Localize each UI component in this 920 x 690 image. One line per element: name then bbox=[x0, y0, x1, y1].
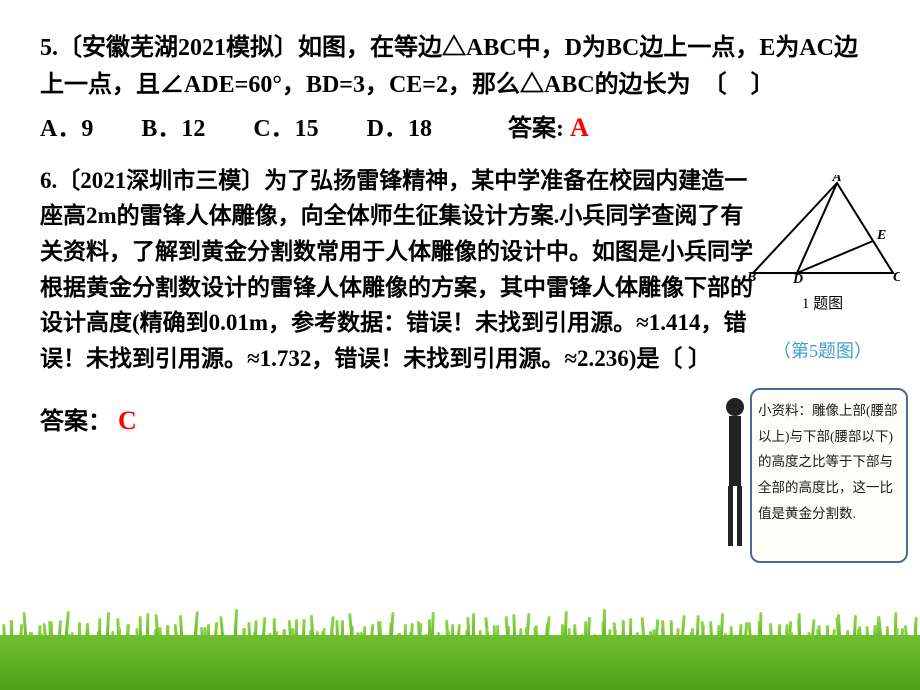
figure-5-caption-1: 1 题图 bbox=[745, 292, 900, 313]
question-5-options: A．9 B．12 C．15 D．18 答案: A bbox=[40, 108, 880, 148]
svg-text:B: B bbox=[746, 270, 756, 285]
q5-answer: A bbox=[570, 113, 589, 142]
figure-5: A B C D E 1 题图 （第5题图） bbox=[745, 175, 900, 363]
figure-5-caption-2: （第5题图） bbox=[745, 337, 900, 363]
svg-text:C: C bbox=[893, 270, 900, 285]
info-box-text: 小资料：雕像上部(腰部以上)与下部(腰部以下)的高度之比等于下部与全部的高度比，… bbox=[750, 388, 908, 563]
triangle-diagram: A B C D E bbox=[745, 175, 900, 285]
grass-decoration bbox=[0, 605, 920, 690]
svg-text:E: E bbox=[876, 228, 886, 243]
svg-text:A: A bbox=[831, 175, 841, 185]
man-silhouette-icon bbox=[720, 398, 750, 558]
question-6-text: 6.〔2021深圳市三模〕为了弘扬雷锋精神，某中学准备在校园内建造一座高2m的雷… bbox=[40, 163, 760, 377]
figure-6: 小资料：雕像上部(腰部以上)与下部(腰部以下)的高度之比等于下部与全部的高度比，… bbox=[738, 388, 908, 563]
question-5-text: 5.〔安徽芜湖2021模拟〕如图，在等边△ABC中，D为BC边上一点，E为AC边… bbox=[40, 30, 880, 104]
q5-options-text: A．9 B．12 C．15 D．18 bbox=[40, 116, 432, 142]
q5-answer-label: 答案: bbox=[508, 111, 564, 148]
svg-text:D: D bbox=[792, 272, 803, 285]
q6-answer-label: 答案： bbox=[40, 409, 112, 435]
q6-answer: C bbox=[118, 406, 137, 435]
